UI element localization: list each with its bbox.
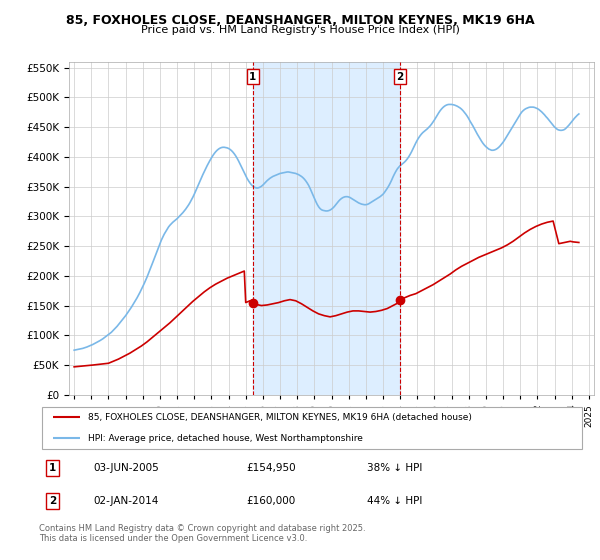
Text: Contains HM Land Registry data © Crown copyright and database right 2025.
This d: Contains HM Land Registry data © Crown c… <box>39 524 365 543</box>
Text: 1: 1 <box>49 463 56 473</box>
Text: 2: 2 <box>49 496 56 506</box>
Text: 1: 1 <box>249 72 257 82</box>
Bar <box>253 62 400 395</box>
Text: 02-JAN-2014: 02-JAN-2014 <box>94 496 159 506</box>
Text: 44% ↓ HPI: 44% ↓ HPI <box>367 496 422 506</box>
Text: 2: 2 <box>397 72 404 82</box>
Text: HPI: Average price, detached house, West Northamptonshire: HPI: Average price, detached house, West… <box>88 434 363 443</box>
Text: 85, FOXHOLES CLOSE, DEANSHANGER, MILTON KEYNES, MK19 6HA: 85, FOXHOLES CLOSE, DEANSHANGER, MILTON … <box>65 14 535 27</box>
FancyBboxPatch shape <box>42 407 582 449</box>
Text: 38% ↓ HPI: 38% ↓ HPI <box>367 463 422 473</box>
Text: £160,000: £160,000 <box>247 496 296 506</box>
Text: £154,950: £154,950 <box>247 463 296 473</box>
Text: Price paid vs. HM Land Registry's House Price Index (HPI): Price paid vs. HM Land Registry's House … <box>140 25 460 35</box>
Text: 03-JUN-2005: 03-JUN-2005 <box>94 463 160 473</box>
Text: 85, FOXHOLES CLOSE, DEANSHANGER, MILTON KEYNES, MK19 6HA (detached house): 85, FOXHOLES CLOSE, DEANSHANGER, MILTON … <box>88 413 472 422</box>
